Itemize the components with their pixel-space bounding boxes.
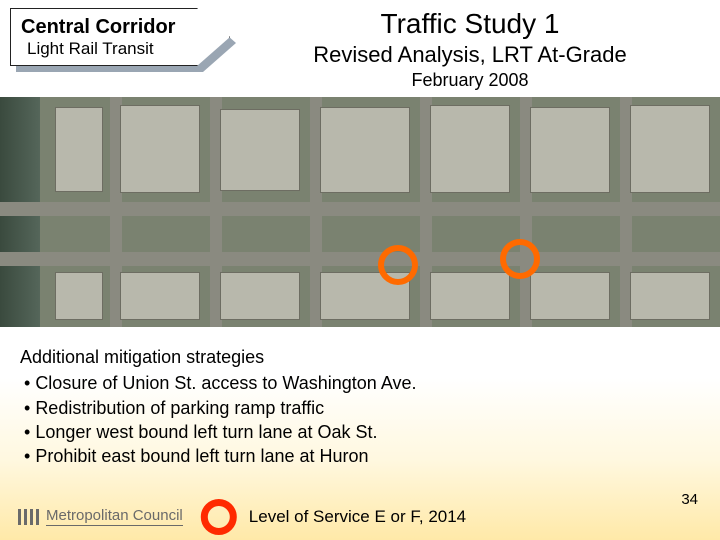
bullet-lead: Additional mitigation strategies [20, 345, 700, 369]
building-block [120, 105, 200, 193]
road-horizontal [0, 202, 720, 216]
council-logo-icon [18, 509, 40, 525]
building-block [630, 272, 710, 320]
metropolitan-council-logo: Metropolitan Council [18, 507, 183, 526]
road-horizontal [0, 252, 720, 266]
building-block [430, 272, 510, 320]
building-block [530, 272, 610, 320]
legend-text: Level of Service E or F, 2014 [249, 507, 466, 527]
legend: Level of Service E or F, 2014 [201, 499, 466, 535]
slide-date: February 2008 [240, 70, 700, 91]
building-block [220, 109, 300, 191]
legend-circle-icon [201, 499, 237, 535]
slide-subtitle: Revised Analysis, LRT At-Grade [240, 42, 700, 68]
logo-subtitle: Light Rail Transit [21, 39, 229, 59]
title-block: Traffic Study 1 Revised Analysis, LRT At… [240, 8, 710, 91]
logo-title: Central Corridor [21, 16, 229, 39]
bullet-item: Redistribution of parking ramp traffic [24, 396, 700, 420]
bullet-section: Additional mitigation strategies Closure… [0, 327, 720, 468]
logo-block: Central Corridor Light Rail Transit [10, 8, 240, 78]
aerial-map [0, 97, 720, 327]
building-block [55, 272, 103, 320]
building-block [55, 107, 103, 192]
page-number: 34 [681, 491, 698, 508]
council-name: Metropolitan Council [46, 507, 183, 526]
bullet-list: Closure of Union St. access to Washingto… [20, 371, 700, 468]
slide-title: Traffic Study 1 [240, 8, 700, 40]
map-marker-circle [500, 239, 540, 279]
building-block [530, 107, 610, 193]
map-marker-circle [378, 245, 418, 285]
building-block [220, 272, 300, 320]
building-block [320, 107, 410, 193]
bullet-item: Longer west bound left turn lane at Oak … [24, 420, 700, 444]
building-block [120, 272, 200, 320]
bullet-item: Prohibit east bound left turn lane at Hu… [24, 444, 700, 468]
building-block [630, 105, 710, 193]
building-block [430, 105, 510, 193]
bullet-item: Closure of Union St. access to Washingto… [24, 371, 700, 395]
